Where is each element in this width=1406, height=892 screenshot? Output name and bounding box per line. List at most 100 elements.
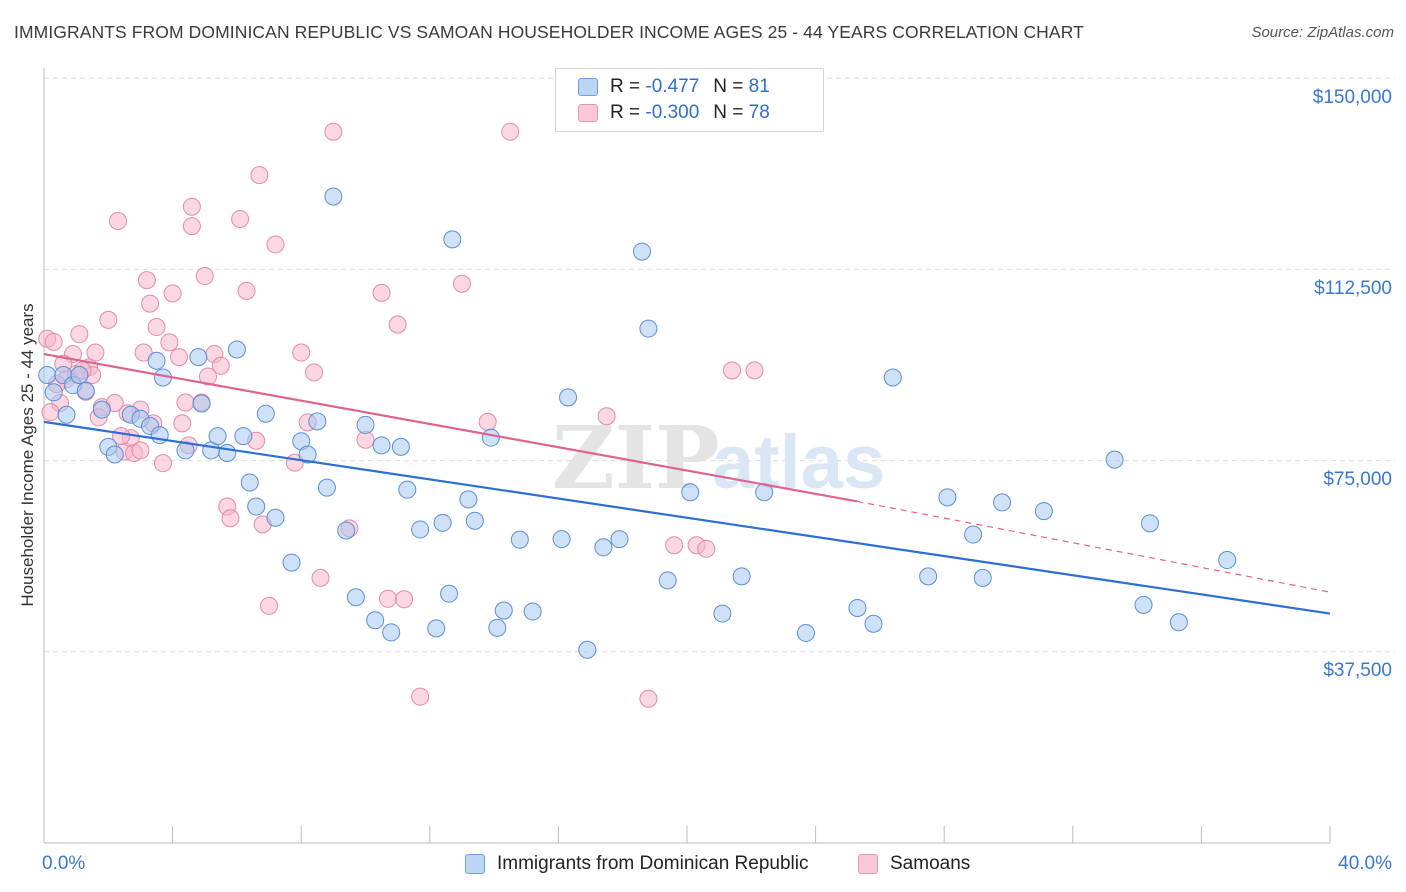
samoans-point — [411, 687, 430, 706]
samoans-point — [292, 343, 311, 362]
dominican-point — [594, 538, 613, 557]
dominican-point — [189, 348, 208, 367]
samoans-point — [665, 536, 684, 555]
dominican-point — [234, 427, 253, 446]
bottom-legend-samoans: Samoans — [858, 852, 970, 876]
bottom-legend-dominican: Immigrants from Dominican Republic — [465, 852, 809, 876]
samoans-point — [372, 283, 391, 302]
x-tick-label-max: 40.0% — [1338, 853, 1392, 874]
y-axis-title: Householder Income Ages 25 - 44 years — [18, 303, 37, 607]
samoans-point — [41, 403, 60, 422]
dominican-point — [427, 619, 446, 638]
samoans-point — [452, 274, 471, 293]
samoans-point — [134, 343, 153, 362]
dominican-point — [356, 415, 375, 434]
legend-r-value: -0.477 — [645, 76, 700, 97]
dominican-point — [44, 383, 63, 402]
dominican-point — [372, 436, 391, 455]
dominican-point — [282, 553, 301, 572]
chart-title: IMMIGRANTS FROM DOMINICAN REPUBLIC VS SA… — [14, 22, 1084, 42]
dominican-point — [510, 530, 529, 549]
source-label: Source: ZipAtlas.com — [1251, 24, 1394, 41]
samoans-point — [305, 363, 324, 382]
bottom-legend-swatch-blue — [465, 854, 485, 874]
legend-r-label: R = — [610, 76, 641, 97]
dominican-point — [1140, 514, 1159, 533]
dominican-point — [192, 394, 211, 413]
dominican-point — [578, 640, 597, 659]
samoans-point — [99, 310, 118, 329]
dominican-point — [919, 567, 938, 586]
dominican-point — [559, 388, 578, 407]
legend-n-value: 78 — [748, 102, 770, 123]
dominican-point — [465, 511, 484, 530]
dominican-point — [38, 365, 57, 384]
dominican-point — [147, 351, 166, 370]
samoans-point — [44, 332, 63, 351]
dominican-point — [443, 230, 462, 249]
dominican-point — [1218, 551, 1237, 570]
legend-swatch-blue — [578, 78, 598, 96]
dominican-point — [552, 530, 571, 549]
dominican-point — [964, 525, 983, 544]
dominican-point — [658, 571, 677, 590]
dominican-point — [218, 443, 237, 462]
dominican-point — [70, 365, 89, 384]
samoans-point — [173, 414, 192, 433]
dominican-point — [298, 445, 317, 464]
dominican-point — [1105, 450, 1124, 469]
correlation-legend: R = -0.477 N = 81 R = -0.300 N = 78 — [555, 68, 824, 132]
dominican-point — [324, 187, 343, 206]
dominican-point — [382, 623, 401, 642]
samoans-point — [86, 343, 105, 362]
dominican-point — [488, 618, 507, 637]
dominican-point — [938, 488, 957, 507]
dominican-point — [848, 598, 867, 617]
dominican-point — [494, 601, 513, 620]
samoans-point — [697, 539, 716, 558]
dominican-point — [796, 623, 815, 642]
dominican-point — [308, 412, 327, 431]
dominican-point — [76, 381, 95, 400]
dominican-point — [398, 480, 417, 499]
legend-r-label: R = — [610, 102, 641, 123]
samoans-point — [131, 441, 150, 460]
samoans-point — [723, 361, 742, 380]
dominican-point — [459, 490, 478, 509]
dominican-trend-line — [43, 420, 1331, 615]
dominican-point — [440, 584, 459, 603]
samoans-point — [266, 235, 285, 254]
dominican-point — [523, 602, 542, 621]
samoans-point — [324, 122, 343, 141]
dominican-point — [346, 588, 365, 607]
samoans-point — [147, 318, 166, 337]
samoans-point — [160, 333, 179, 352]
samoans-point — [141, 294, 160, 313]
dominican-point — [247, 497, 266, 516]
dominican-point — [92, 400, 111, 419]
bottom-legend-label: Immigrants from Dominican Republic — [497, 853, 809, 874]
dominican-point — [864, 614, 883, 633]
samoans-point — [137, 271, 156, 290]
dominican-point — [1034, 502, 1053, 521]
samoans-point — [170, 348, 189, 367]
dominican-points — [38, 187, 1237, 659]
samoans-point — [198, 367, 217, 386]
y-tick-label-37500: $37,500 — [1323, 660, 1392, 681]
samoans-point — [478, 412, 497, 431]
dominican-point — [240, 473, 259, 492]
samoans-point — [163, 284, 182, 303]
samoans-point — [395, 590, 414, 609]
samoans-point — [597, 407, 616, 426]
y-tick-label-150000: $150,000 — [1312, 87, 1392, 108]
dominican-point — [681, 483, 700, 502]
samoans-point — [501, 122, 520, 141]
samoans-point — [260, 596, 279, 615]
samoans-point — [221, 509, 240, 528]
samoans-point — [639, 689, 658, 708]
dominican-point — [639, 319, 658, 338]
dominican-point — [481, 428, 500, 447]
samoans-point — [182, 197, 201, 216]
legend-n-label: N = — [713, 76, 744, 97]
